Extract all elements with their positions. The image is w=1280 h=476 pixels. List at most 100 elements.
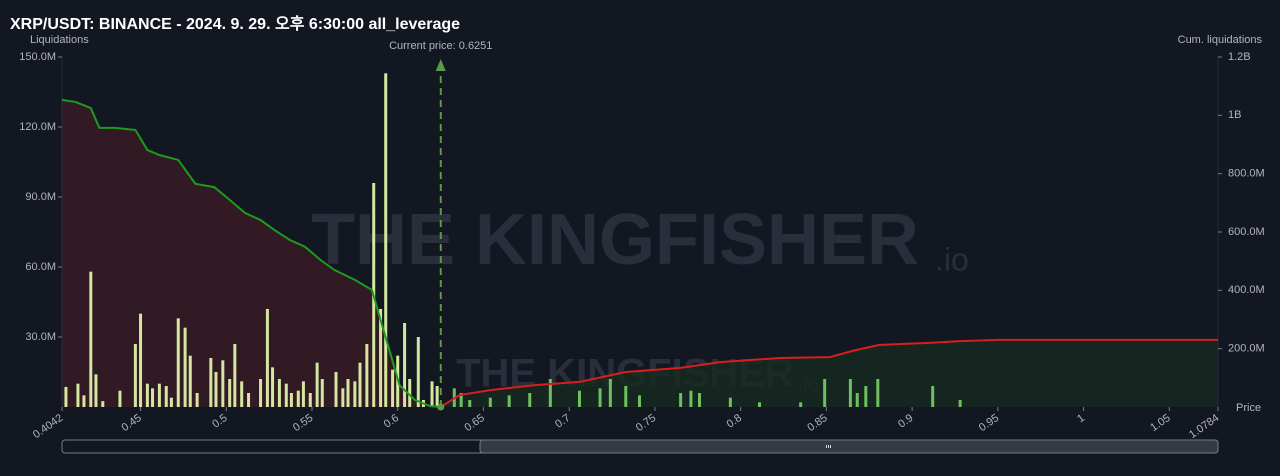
y2-tick-label: 200.0M — [1228, 343, 1265, 355]
current-price-arrow — [435, 59, 446, 71]
y2-tick-label: 1B — [1228, 109, 1241, 121]
bar — [265, 309, 269, 407]
x-tick-label: 1 — [1075, 412, 1087, 425]
bar — [528, 393, 532, 407]
bar — [118, 390, 122, 407]
chart-title: XRP/USDT: BINANCE - 2024. 9. 29. 오후 6:30… — [10, 14, 460, 33]
y2-tick-label: 600.0M — [1228, 226, 1265, 238]
bar — [435, 386, 439, 407]
bar — [247, 393, 251, 407]
bar — [176, 318, 180, 407]
bar — [89, 271, 93, 407]
bar — [598, 388, 602, 407]
y2-tick-label: 800.0M — [1228, 168, 1265, 180]
bar — [101, 401, 105, 407]
bar — [334, 372, 338, 407]
bar — [855, 393, 859, 407]
bar — [228, 379, 232, 407]
bar — [346, 379, 350, 407]
bar — [864, 386, 868, 407]
bar — [301, 381, 305, 407]
bar — [697, 393, 701, 407]
bar — [637, 395, 641, 407]
bar — [548, 379, 552, 407]
bar — [931, 386, 935, 407]
bar — [240, 381, 244, 407]
y-tick-label: 60.0M — [25, 261, 56, 273]
bar — [209, 358, 213, 407]
bar — [408, 379, 412, 407]
scrollbar-handle[interactable] — [479, 439, 1219, 454]
bar — [145, 383, 149, 407]
watermark-suffix: .io — [935, 241, 969, 277]
area — [62, 99, 441, 407]
bar — [214, 372, 218, 407]
bar — [876, 379, 880, 407]
bar — [679, 393, 683, 407]
bar — [308, 393, 312, 407]
bar — [403, 323, 407, 407]
bar — [259, 379, 263, 407]
cumulative-line — [440, 338, 1218, 408]
current-price-dot — [437, 403, 445, 411]
bar — [296, 390, 300, 407]
bar — [758, 402, 762, 407]
x-axis-label: Price — [1236, 402, 1261, 414]
bar — [577, 390, 581, 407]
cumulative-line — [61, 98, 441, 408]
bar — [507, 395, 511, 407]
bar — [195, 393, 199, 407]
bar — [233, 344, 237, 407]
bar — [799, 402, 803, 407]
bar — [459, 393, 463, 407]
y-tick-label: 120.0M — [19, 121, 56, 133]
bar — [468, 400, 472, 407]
y-axis-label: Liquidations — [30, 34, 89, 46]
bar — [384, 73, 388, 407]
watermark: THE KINGFISHER — [311, 200, 919, 280]
bar — [379, 309, 383, 407]
bar — [133, 344, 137, 407]
bar — [728, 397, 732, 407]
bar — [848, 379, 852, 407]
bar — [221, 360, 225, 407]
bar — [320, 379, 324, 407]
bar — [164, 386, 168, 407]
current-price-label: Current price: 0.6251 — [389, 40, 492, 52]
bar — [315, 362, 319, 407]
bar — [341, 388, 345, 407]
bar — [76, 383, 80, 407]
bar — [139, 313, 143, 407]
bar — [365, 344, 369, 407]
y2-tick-label: 400.0M — [1228, 284, 1265, 296]
bar — [64, 386, 68, 407]
bar — [277, 379, 281, 407]
bar — [353, 381, 357, 407]
bar — [94, 374, 98, 407]
bar — [183, 327, 187, 407]
bar — [689, 390, 693, 407]
y-tick-label: 150.0M — [19, 51, 56, 63]
y-tick-label: 30.0M — [25, 331, 56, 343]
bar — [608, 379, 612, 407]
bar — [958, 400, 962, 407]
bar — [188, 355, 192, 407]
y2-axis-label: Cum. liquidations — [1178, 34, 1263, 46]
bar — [271, 367, 275, 407]
bar — [289, 393, 293, 407]
bar — [157, 383, 161, 407]
bar — [284, 383, 288, 407]
bar — [624, 386, 628, 407]
bar — [416, 337, 420, 407]
bar — [488, 397, 492, 407]
bar — [82, 395, 86, 407]
bar — [151, 388, 155, 407]
bar — [169, 397, 173, 407]
area — [440, 339, 1218, 407]
bar — [430, 381, 434, 407]
bar — [358, 362, 362, 407]
y-tick-label: 90.0M — [25, 191, 56, 203]
bar — [823, 379, 827, 407]
